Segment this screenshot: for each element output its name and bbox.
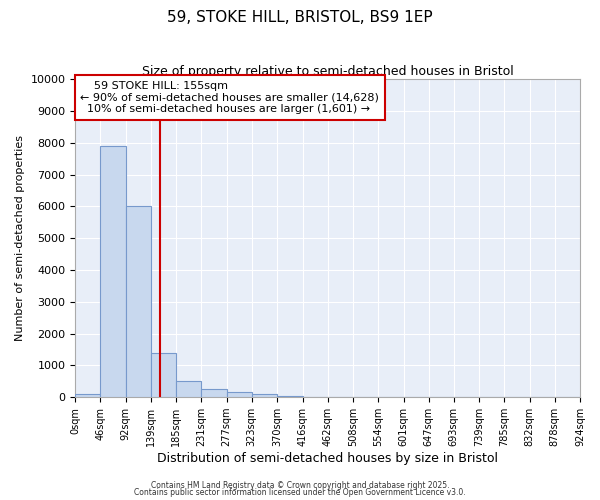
Bar	[75, 394, 100, 397]
X-axis label: Distribution of semi-detached houses by size in Bristol: Distribution of semi-detached houses by …	[157, 452, 498, 465]
Bar	[151, 352, 176, 397]
Text: Contains HM Land Registry data © Crown copyright and database right 2025.: Contains HM Land Registry data © Crown c…	[151, 480, 449, 490]
Bar	[202, 390, 227, 397]
Text: 59 STOKE HILL: 155sqm
← 90% of semi-detached houses are smaller (14,628)
  10% o: 59 STOKE HILL: 155sqm ← 90% of semi-deta…	[80, 81, 379, 114]
Bar	[100, 146, 125, 397]
Text: Contains public sector information licensed under the Open Government Licence v3: Contains public sector information licen…	[134, 488, 466, 497]
Y-axis label: Number of semi-detached properties: Number of semi-detached properties	[15, 135, 25, 341]
Bar	[125, 206, 151, 397]
Bar	[176, 382, 202, 397]
Text: 59, STOKE HILL, BRISTOL, BS9 1EP: 59, STOKE HILL, BRISTOL, BS9 1EP	[167, 10, 433, 25]
Title: Size of property relative to semi-detached houses in Bristol: Size of property relative to semi-detach…	[142, 65, 514, 78]
Bar	[227, 392, 252, 397]
Bar	[277, 396, 302, 397]
Bar	[252, 394, 277, 397]
